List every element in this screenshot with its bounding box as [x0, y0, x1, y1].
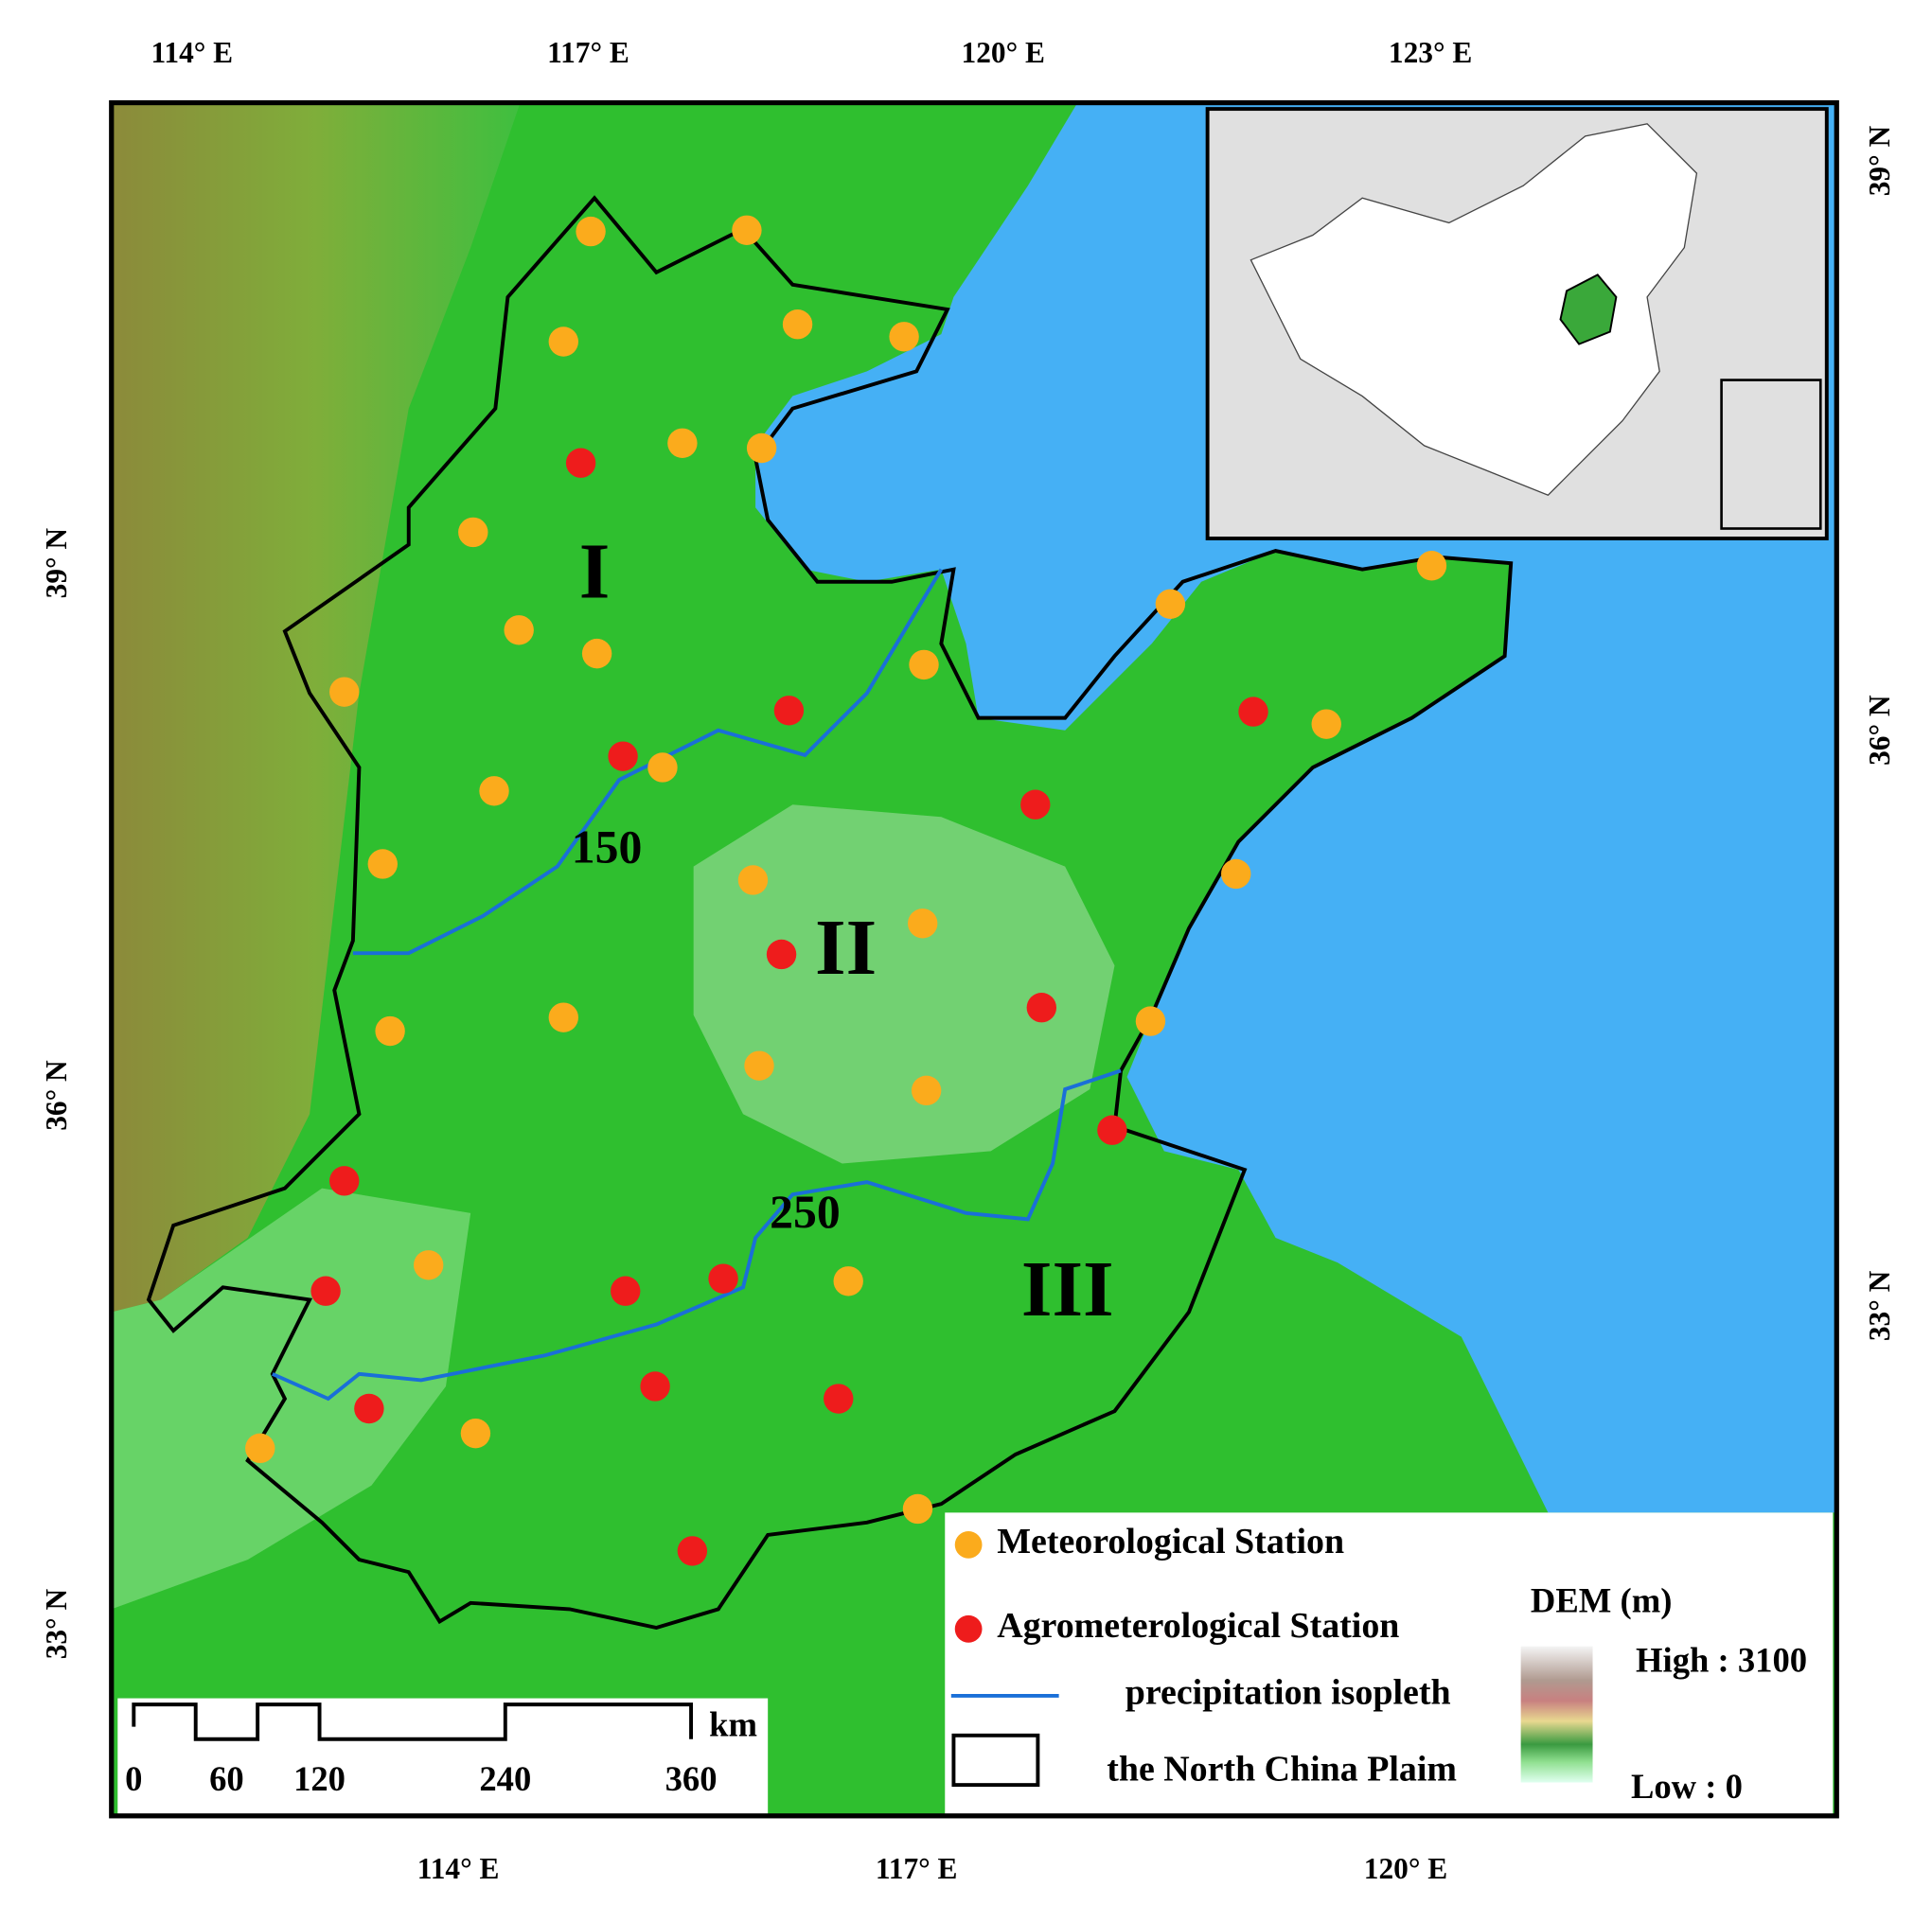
meteorological-station	[1155, 589, 1186, 619]
scale-label: 120	[293, 1759, 346, 1798]
lat-label: 33° N	[1863, 1270, 1896, 1341]
lat-label: 36° N	[1863, 695, 1896, 766]
agrometeorological-station	[640, 1371, 670, 1402]
scale-box	[117, 1698, 769, 1816]
lon-label: 120° E	[1364, 1852, 1447, 1885]
lat-label: 39° N	[1863, 125, 1896, 196]
agrometeorological-station	[1020, 789, 1051, 820]
agrometeorological-station	[708, 1263, 738, 1294]
meteorological-station	[889, 322, 919, 352]
agrometeorological-station	[766, 939, 797, 970]
meteorological-station	[479, 776, 509, 806]
meteorological-station	[647, 752, 678, 783]
inset-map	[1205, 107, 1829, 540]
meteorological-station	[902, 1493, 933, 1525]
inset-box	[1720, 379, 1822, 530]
scale-bar	[132, 1702, 694, 1741]
region-label: III	[1021, 1245, 1114, 1333]
lon-label: 117° E	[876, 1852, 958, 1885]
legend-label: precipitation isopleth	[1126, 1673, 1451, 1713]
lon-label: 120° E	[962, 36, 1045, 69]
scale-label: 0	[125, 1759, 142, 1798]
agrometeorological-station	[354, 1393, 384, 1424]
meteorological-station	[548, 326, 578, 357]
meteorological-station	[458, 517, 488, 548]
legend-label: Agrometerological Station	[997, 1606, 1399, 1646]
agrometeorological-station	[565, 448, 596, 478]
stations	[245, 215, 1447, 1566]
meteorological-station	[782, 309, 813, 340]
agrometeorological-station	[310, 1276, 341, 1306]
legend-box	[945, 1512, 1834, 1816]
lat-label: 36° N	[40, 1060, 73, 1131]
agrometeorological-station	[608, 741, 638, 771]
meteorological-station	[1311, 709, 1341, 739]
agrometeorological-station	[611, 1276, 641, 1306]
meteorological-station	[460, 1418, 491, 1449]
meteorological-station	[329, 677, 360, 707]
lon-label: 114° E	[417, 1852, 500, 1885]
agrometeorological-station	[773, 696, 805, 726]
meteorological-station	[737, 865, 769, 895]
meteorological-station	[375, 1015, 405, 1047]
meteorological-station	[833, 1266, 863, 1296]
lon-label: 117° E	[547, 36, 629, 69]
meteorological-station	[746, 432, 777, 464]
scale-label: 240	[479, 1759, 531, 1798]
legend-label: Meteorological Station	[997, 1522, 1344, 1561]
scale-unit: km	[709, 1704, 757, 1743]
mountains	[111, 102, 521, 1313]
agrometeorological-station	[824, 1384, 854, 1414]
scale-label: 60	[209, 1759, 244, 1798]
plain-boundary	[146, 195, 1514, 1631]
legend-symbol	[954, 1614, 983, 1643]
meteorological-station	[744, 1050, 774, 1081]
meteorological-station	[367, 849, 398, 879]
lon-label: 123° E	[1389, 36, 1472, 69]
isopleth-line	[352, 568, 944, 956]
meteorological-station	[1416, 551, 1447, 581]
meteorological-station	[504, 615, 534, 645]
meteorological-station	[667, 428, 698, 458]
agrometeorological-station	[1238, 697, 1268, 727]
legend-symbol	[951, 1733, 1040, 1788]
lat-label: 39° N	[40, 528, 73, 599]
meteorological-station	[576, 216, 606, 247]
meteorological-station	[732, 215, 762, 245]
region-label: I	[579, 527, 611, 615]
legend-label: Low : 0	[1631, 1767, 1743, 1806]
scale-label: 360	[665, 1759, 718, 1798]
isopleth-label: 250	[770, 1186, 841, 1238]
meteorological-station	[909, 649, 939, 680]
legend-symbol	[954, 1530, 983, 1559]
meteorological-station	[548, 1002, 578, 1032]
agrometeorological-station	[1026, 993, 1057, 1023]
map-frame	[109, 99, 1839, 1819]
meteorological-station	[413, 1250, 444, 1280]
lowland	[111, 1188, 471, 1610]
meteorological-station	[911, 1075, 942, 1106]
isopleth-line	[272, 1068, 1122, 1402]
meteorological-station	[908, 908, 938, 939]
agrometeorological-station	[1097, 1115, 1127, 1145]
hills	[693, 804, 1115, 1164]
lon-label: 114° E	[151, 36, 233, 69]
legend-title: DEM (m)	[1531, 1581, 1672, 1620]
agrometeorological-station	[677, 1536, 708, 1566]
legend-label: the North China Plaim	[1107, 1750, 1457, 1790]
inset-highlight	[1559, 273, 1618, 345]
meteorological-station	[1135, 1006, 1166, 1036]
agrometeorological-station	[329, 1166, 360, 1196]
inset-country	[1250, 123, 1698, 496]
meteorological-station	[1221, 858, 1251, 890]
meteorological-station	[245, 1433, 275, 1464]
region-label: II	[815, 904, 877, 992]
lat-label: 33° N	[40, 1589, 73, 1660]
legend-label: High : 3100	[1636, 1640, 1807, 1679]
meteorological-station	[581, 638, 612, 669]
dem-ramp	[1520, 1646, 1593, 1783]
isopleth-label: 150	[572, 820, 643, 873]
